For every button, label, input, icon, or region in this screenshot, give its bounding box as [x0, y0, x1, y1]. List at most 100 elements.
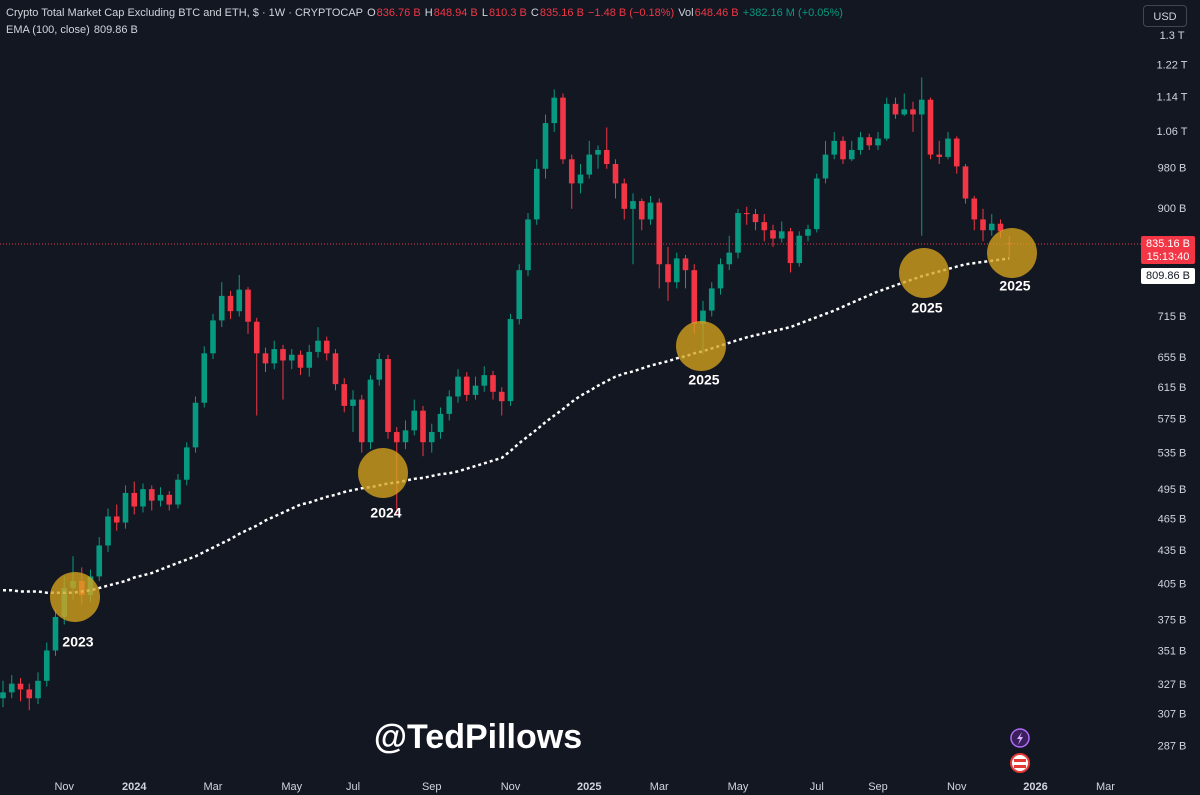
touch-marker [676, 321, 726, 371]
candle-body [918, 99, 925, 115]
candle-body [131, 492, 138, 507]
candle-body [17, 683, 24, 690]
icon-flag[interactable] [1010, 753, 1030, 773]
annotation: 2024 [370, 505, 401, 521]
candle-body [901, 109, 908, 115]
candle-body [367, 379, 374, 443]
price-tag: 835.16 B [1146, 238, 1190, 250]
candle-body [770, 230, 776, 239]
x-tick-label: 2025 [577, 781, 601, 793]
annotation: 2025 [911, 300, 942, 316]
candle-body [323, 340, 330, 354]
candle-body [883, 103, 890, 139]
y-tick-label: 535 B [1158, 447, 1187, 459]
candle-body [656, 202, 663, 265]
candle-body [630, 201, 636, 209]
candle-body [52, 616, 59, 651]
x-tick-label: Sep [422, 781, 442, 793]
candle-body [778, 231, 785, 239]
candle-body [332, 353, 339, 385]
annotation: 2025 [688, 372, 719, 388]
y-tick-label: 495 B [1158, 484, 1187, 496]
candle-body [840, 140, 846, 160]
candle-body [953, 138, 960, 167]
candle-body [140, 489, 146, 507]
y-tick-label: 1.06 T [1157, 126, 1188, 138]
candle-body [271, 349, 278, 364]
candle-body [875, 138, 881, 146]
candle-body [752, 214, 759, 223]
candle-body [350, 399, 356, 406]
candle-body [455, 376, 461, 397]
candle-body [988, 223, 995, 231]
annotation: 2025 [999, 278, 1030, 294]
y-tick-label: 287 B [1158, 740, 1187, 752]
candle-body [673, 258, 680, 283]
candle-body [43, 650, 50, 681]
high-value: 848.94 B [433, 7, 478, 19]
candle-body [481, 375, 488, 386]
candle-body [157, 494, 164, 501]
open-value: 836.76 B [376, 7, 421, 19]
icon-flag-stripe [1014, 759, 1026, 762]
close-key: C [530, 7, 539, 19]
x-tick-label: Mar [650, 781, 669, 793]
volume-key: Vol [678, 7, 694, 19]
y-tick-label: 327 B [1158, 679, 1187, 691]
candle-body [113, 516, 120, 523]
x-tick-label: Sep [868, 781, 888, 793]
y-tick-label: 351 B [1158, 646, 1187, 658]
candle-body [621, 183, 628, 209]
candle-body [665, 264, 671, 283]
candle-body [236, 289, 243, 312]
y-tick-label: 1.14 T [1157, 92, 1188, 104]
candle-body [253, 321, 260, 354]
candle-body [612, 164, 619, 184]
y-tick-label: 375 B [1158, 615, 1187, 627]
y-tick-label: 980 B [1158, 163, 1187, 175]
ema-tag-box [1141, 268, 1195, 285]
candle-body [813, 178, 820, 230]
candle-body [0, 692, 6, 699]
candle-body [227, 295, 234, 312]
candle-body [358, 399, 365, 443]
candle-body [166, 494, 173, 505]
candle-body [525, 219, 531, 271]
candle-body [542, 123, 549, 169]
ema-tag: 809.86 B [1146, 270, 1190, 282]
change-value: −1.48 B (−0.18%) [587, 7, 675, 19]
x-tick-label: Jul [810, 781, 824, 793]
candle-body [603, 149, 610, 165]
y-tick-label: 435 B [1158, 545, 1187, 557]
x-tick-label: Mar [1096, 781, 1115, 793]
candle-body [507, 319, 514, 402]
y-tick-label: 575 B [1158, 414, 1187, 426]
volume-value: 648.46 B [694, 7, 739, 19]
candle-body [288, 354, 295, 361]
candle-body [192, 402, 199, 448]
candle-body [105, 516, 111, 546]
plot-area: 1.3 T 1.22 T 1.14 T 1.06 T 980 B 900 B 715 B 65… [0, 30, 1195, 793]
candle-body [245, 289, 251, 322]
candle-body [26, 689, 33, 699]
candle-body [280, 349, 286, 361]
candle-body [787, 231, 794, 264]
candle-body [376, 359, 383, 380]
candle-body [971, 198, 978, 220]
currency-button[interactable]: USD [1143, 5, 1187, 27]
candle-body [218, 295, 225, 321]
low-value: 810.3 B [488, 7, 527, 19]
candle-body [8, 683, 15, 693]
y-tick-label: 655 B [1158, 352, 1187, 364]
close-value: 835.16 B [539, 7, 584, 19]
annotation: 2023 [62, 634, 93, 650]
candle-body [910, 109, 916, 115]
candle-body [385, 359, 391, 433]
candle-body [936, 154, 943, 157]
candle-body [297, 354, 304, 368]
x-tick-label: Nov [501, 781, 521, 793]
x-tick-label: 2026 [1023, 781, 1047, 793]
candle-body [997, 223, 1004, 232]
candle-body [122, 492, 129, 523]
